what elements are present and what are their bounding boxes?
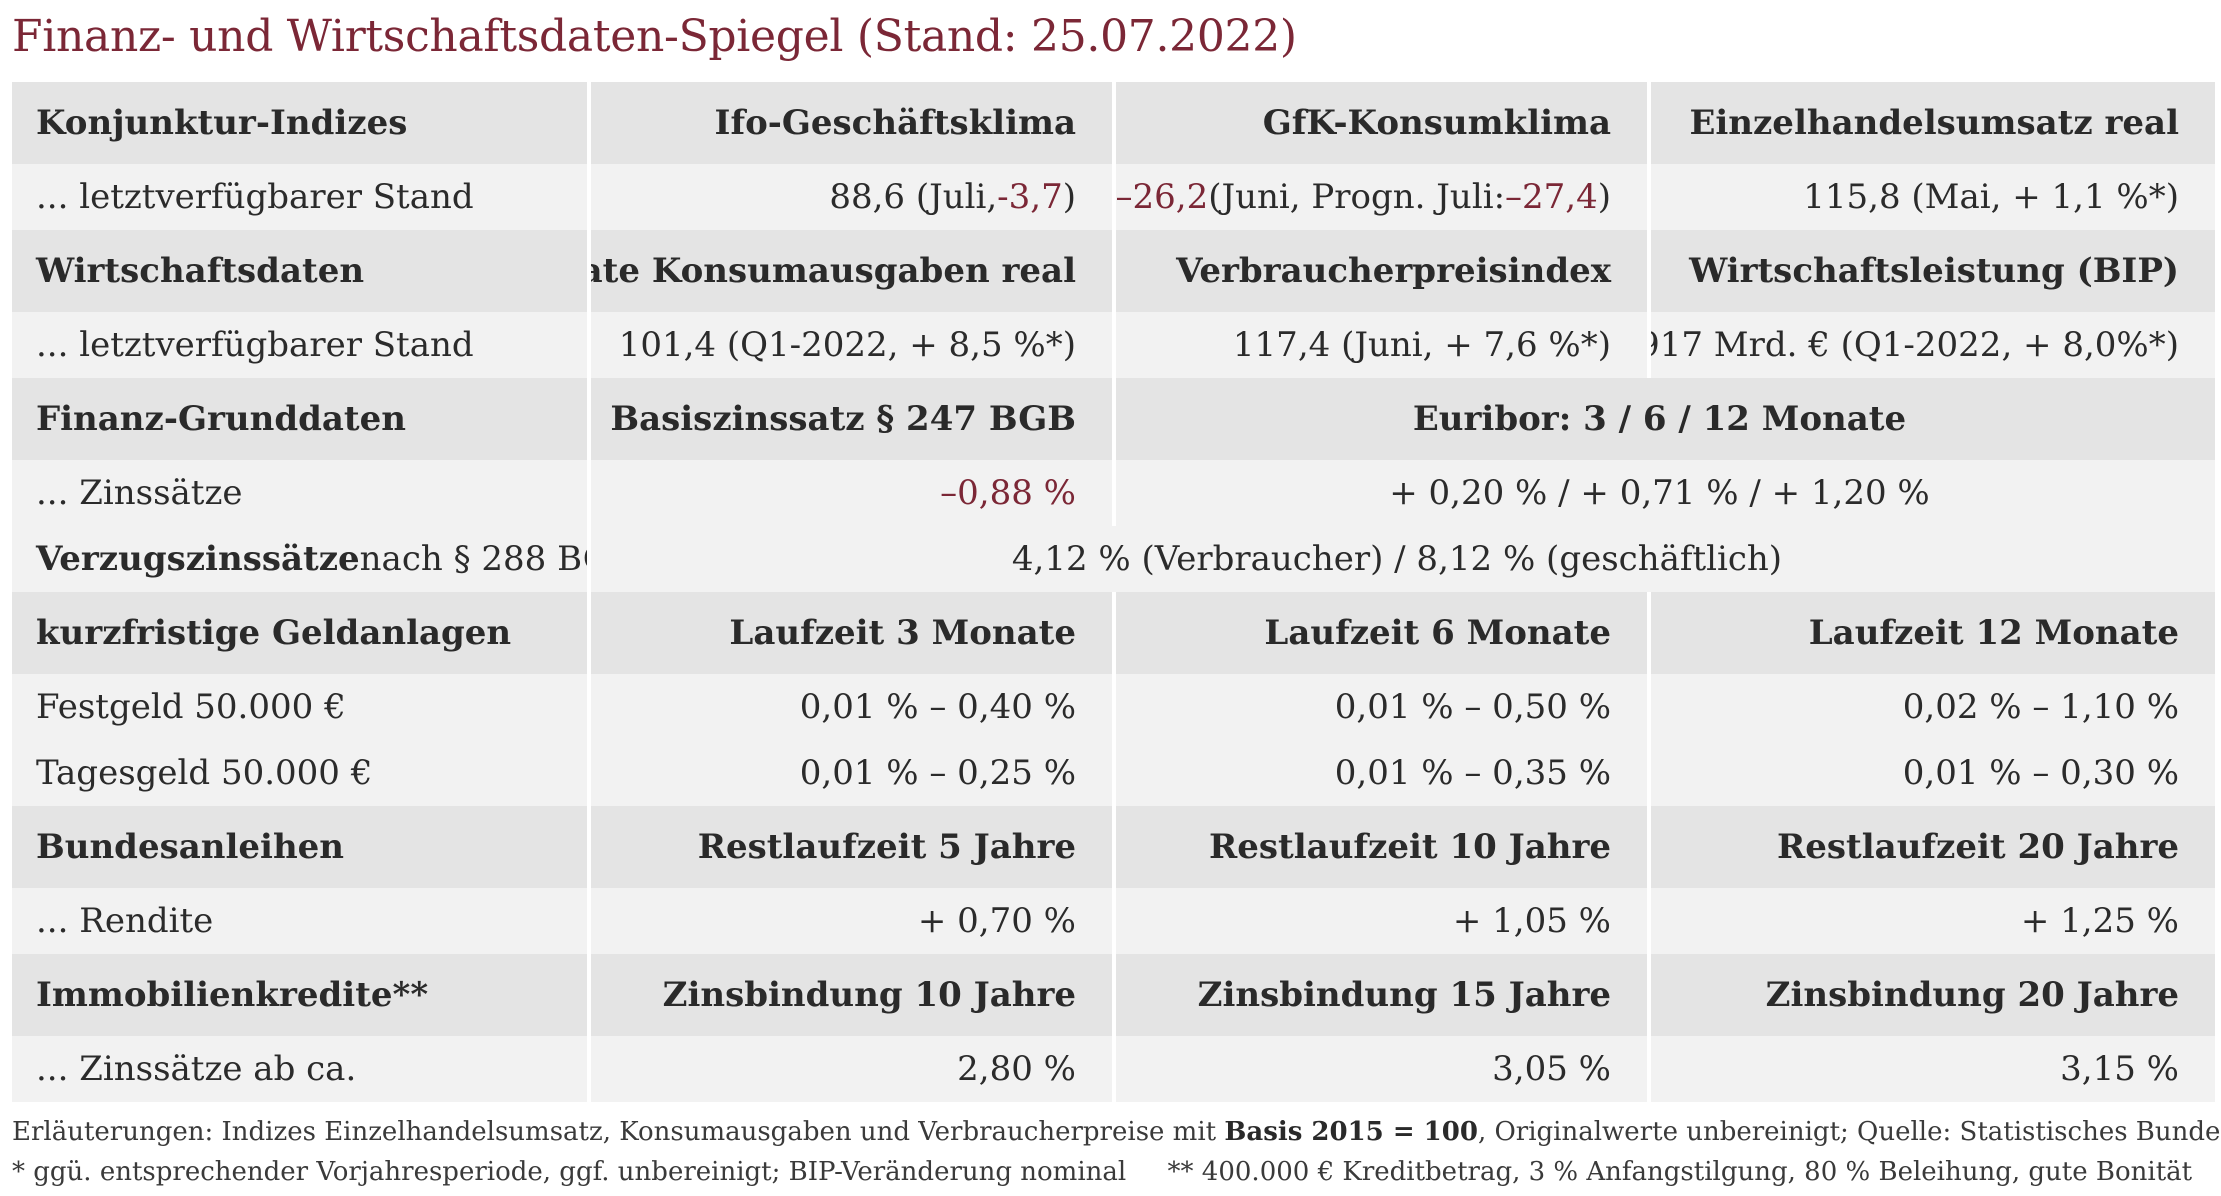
wirtschaft-header-vpi: Verbraucherpreisindex <box>1112 230 1647 312</box>
wirtschaft-row-label: ... letztverfügbarer Stand <box>12 312 587 378</box>
festgeld-label: Festgeld 50.000 € <box>12 674 587 740</box>
konjunktur-header-gfk: GfK-Konsumklima <box>1112 82 1647 164</box>
immo-header-20y: Zinsbindung 20 Jahre <box>1647 954 2215 1036</box>
gfk-value: –26,2 (Juni, Progn. Juli: –27,4) <box>1112 164 1647 230</box>
finanz-row-label: ... Zinssätze <box>12 460 587 526</box>
konjunktur-header-ifo: Ifo-Geschäftsklima <box>587 82 1112 164</box>
basiszins-value: –0,88 % <box>587 460 1112 526</box>
tagesgeld-3m: 0,01 % – 0,25 % <box>587 740 1112 806</box>
ifo-value-change: ‑3,7 <box>997 177 1063 217</box>
immo-zins-10y: 2,80 % <box>587 1036 1112 1102</box>
geldanlagen-header-label: kurzfristige Geldanlagen <box>12 592 587 674</box>
gfk-value-post: ) <box>1597 177 1611 217</box>
tagesgeld-label: Tagesgeld 50.000 € <box>12 740 587 806</box>
ifo-value: 88,6 (Juli, ‑3,7) <box>587 164 1112 230</box>
footnote-line-1-post: , Originalwerte unbereinigt; Quelle: Sta… <box>1477 1117 2221 1147</box>
bund-header-label: Bundesanleihen <box>12 806 587 888</box>
rendite-5y: + 0,70 % <box>587 888 1112 954</box>
rendite-label: ... Rendite <box>12 888 587 954</box>
verzug-label-bold: Verzugszinssätze <box>36 539 360 579</box>
vpi-value: 117,4 (Juni, + 7,6 %*) <box>1112 312 1647 378</box>
euribor-value: + 0,20 % / + 0,71 % / + 1,20 % <box>1112 460 2215 526</box>
rendite-20y: + 1,25 % <box>1647 888 2215 954</box>
verzug-label-rest: nach § 288 BGB <box>359 539 587 579</box>
gfk-value-current: –26,2 <box>1115 177 1209 217</box>
verzug-label: Verzugszinssätze nach § 288 BGB <box>12 526 587 592</box>
finanz-header-euribor: Euribor: 3 / 6 / 12 Monate <box>1112 378 2215 460</box>
geldanlagen-header-6m: Laufzeit 6 Monate <box>1112 592 1647 674</box>
wirtschaft-header-bip: Wirtschaftsleistung (BIP) <box>1647 230 2215 312</box>
einzelhandel-value: 115,8 (Mai, + 1,1 %*) <box>1647 164 2215 230</box>
finanz-header-label: Finanz-Grunddaten <box>12 378 587 460</box>
footnote-line-2: * ggü. entsprechender Vorjahresperiode, … <box>12 1157 2193 1187</box>
immo-header-10y: Zinsbindung 10 Jahre <box>587 954 1112 1036</box>
immo-header-label: Immobilienkredite** <box>12 954 587 1036</box>
tagesgeld-6m: 0,01 % – 0,35 % <box>1112 740 1647 806</box>
tagesgeld-12m: 0,01 % – 0,30 % <box>1647 740 2215 806</box>
konjunktur-row-label: ... letztverfügbarer Stand <box>12 164 587 230</box>
wirtschaft-header-konsum: private Konsumausgaben real <box>587 230 1112 312</box>
bund-header-5y: Restlaufzeit 5 Jahre <box>587 806 1112 888</box>
immo-zins-15y: 3,05 % <box>1112 1036 1647 1102</box>
gfk-value-forecast: –27,4 <box>1505 177 1598 217</box>
geldanlagen-header-3m: Laufzeit 3 Monate <box>587 592 1112 674</box>
festgeld-3m: 0,01 % – 0,40 % <box>587 674 1112 740</box>
immo-zins-20y: 3,15 % <box>1647 1036 2215 1102</box>
konjunktur-header-einzelhandel: Einzelhandelsumsatz real <box>1647 82 2215 164</box>
immo-header-15y: Zinsbindung 15 Jahre <box>1112 954 1647 1036</box>
footnote-line-1: Erläuterungen: Indizes Einzelhandelsumsa… <box>12 1112 2221 1152</box>
geldanlagen-header-12m: Laufzeit 12 Monate <box>1647 592 2215 674</box>
ifo-value-post: ) <box>1062 177 1076 217</box>
bund-header-20y: Restlaufzeit 20 Jahre <box>1647 806 2215 888</box>
footnote-line-1-bold: Basis 2015 = 100 <box>1224 1117 1478 1147</box>
finance-data-table: Konjunktur-Indizes Ifo-Geschäftsklima Gf… <box>12 82 2215 1102</box>
wirtschaft-header-label: Wirtschaftsdaten <box>12 230 587 312</box>
konjunktur-header-label: Konjunktur-Indizes <box>12 82 587 164</box>
gfk-value-mid: (Juni, Progn. Juli: <box>1208 177 1506 217</box>
footnote-line-1-pre: Erläuterungen: Indizes Einzelhandelsumsa… <box>12 1117 1225 1147</box>
festgeld-12m: 0,02 % – 1,10 % <box>1647 674 2215 740</box>
finanz-header-basiszins: Basiszinssatz § 247 BGB <box>587 378 1112 460</box>
bip-value: 917 Mrd. € (Q1-2022, + 8,0%*) <box>1647 312 2215 378</box>
immo-zins-label: ... Zinssätze ab ca. <box>12 1036 587 1102</box>
ifo-value-pre: 88,6 (Juli, <box>829 177 998 217</box>
verzug-value: 4,12 % (Verbraucher) / 8,12 % (geschäftl… <box>587 526 2215 592</box>
footnotes: Erläuterungen: Indizes Einzelhandelsumsa… <box>12 1112 2221 1192</box>
festgeld-6m: 0,01 % – 0,50 % <box>1112 674 1647 740</box>
bund-header-10y: Restlaufzeit 10 Jahre <box>1112 806 1647 888</box>
rendite-10y: + 1,05 % <box>1112 888 1647 954</box>
page-title: Finanz- und Wirtschaftsdaten-Spiegel (St… <box>12 11 1297 62</box>
konsum-value: 101,4 (Q1-2022, + 8,5 %*) <box>587 312 1112 378</box>
